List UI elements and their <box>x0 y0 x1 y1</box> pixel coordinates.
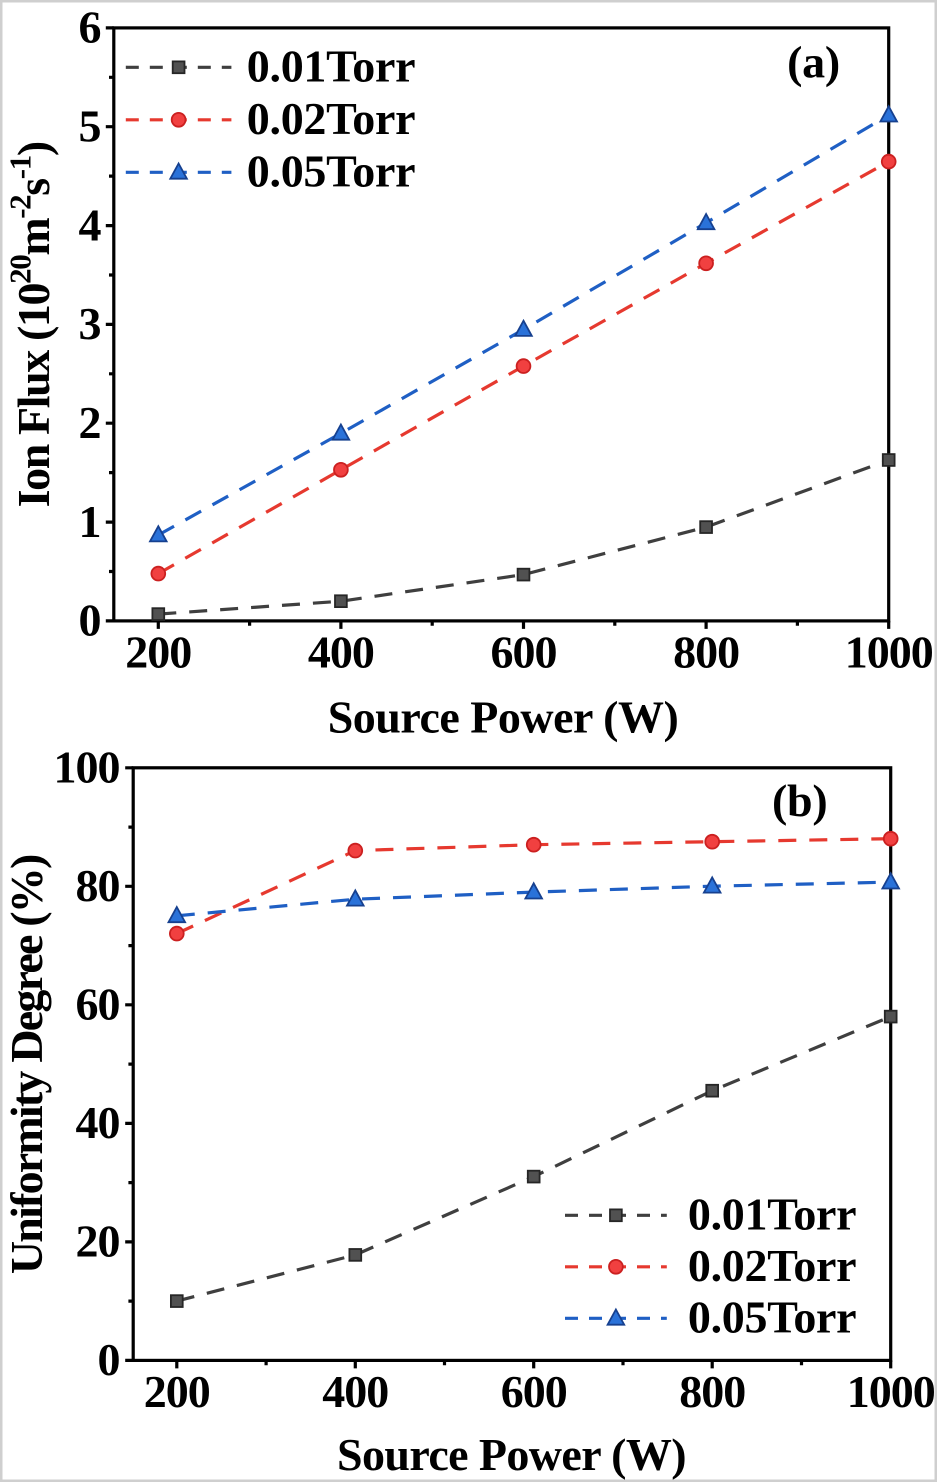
svg-text:1000: 1000 <box>845 627 933 678</box>
svg-text:3: 3 <box>79 298 101 349</box>
svg-text:(b): (b) <box>772 775 827 826</box>
svg-text:1: 1 <box>79 496 101 547</box>
svg-text:0.05Torr: 0.05Torr <box>247 146 415 197</box>
svg-text:0.01Torr: 0.01Torr <box>247 41 415 92</box>
svg-text:Ion Flux (1020m-2s-1): Ion Flux (1020m-2s-1) <box>2 142 59 507</box>
svg-text:400: 400 <box>322 1366 388 1417</box>
svg-text:0: 0 <box>98 1334 120 1385</box>
svg-text:600: 600 <box>491 627 557 678</box>
svg-text:0.02Torr: 0.02Torr <box>247 93 415 144</box>
svg-text:100: 100 <box>54 742 120 793</box>
svg-text:200: 200 <box>125 627 191 678</box>
svg-text:(a): (a) <box>787 36 840 87</box>
svg-text:0.01Torr: 0.01Torr <box>688 1189 856 1240</box>
svg-text:Source Power (W): Source Power (W) <box>337 1429 686 1480</box>
svg-text:4: 4 <box>79 199 102 250</box>
svg-text:800: 800 <box>673 627 739 678</box>
svg-text:2: 2 <box>79 397 101 448</box>
svg-text:60: 60 <box>76 979 120 1030</box>
svg-text:80: 80 <box>76 860 120 911</box>
svg-text:40: 40 <box>76 1097 120 1148</box>
svg-text:5: 5 <box>79 101 101 152</box>
svg-text:0.05Torr: 0.05Torr <box>688 1292 856 1343</box>
svg-text:200: 200 <box>144 1366 210 1417</box>
svg-text:800: 800 <box>679 1366 745 1417</box>
svg-text:400: 400 <box>308 627 374 678</box>
svg-text:6: 6 <box>79 2 101 53</box>
svg-text:1000: 1000 <box>847 1366 935 1417</box>
svg-text:0.02Torr: 0.02Torr <box>688 1240 856 1291</box>
svg-text:Source Power (W): Source Power (W) <box>328 692 679 743</box>
svg-text:600: 600 <box>501 1366 567 1417</box>
svg-text:20: 20 <box>76 1216 120 1267</box>
svg-text:Uniformity Degree (%): Uniformity Degree (%) <box>1 855 52 1274</box>
svg-text:0: 0 <box>79 595 101 646</box>
